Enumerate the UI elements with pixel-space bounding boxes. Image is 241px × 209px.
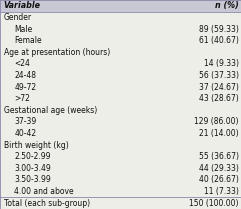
Text: 55 (36.67): 55 (36.67)	[199, 152, 239, 161]
Text: Gestational age (weeks): Gestational age (weeks)	[4, 106, 97, 115]
Text: 56 (37.33): 56 (37.33)	[199, 71, 239, 80]
Text: 129 (86.00): 129 (86.00)	[194, 117, 239, 126]
Text: 61 (40.67): 61 (40.67)	[199, 36, 239, 45]
Text: 3.00-3.49: 3.00-3.49	[14, 164, 51, 173]
Text: Variable: Variable	[4, 1, 41, 10]
Text: 14 (9.33): 14 (9.33)	[204, 59, 239, 68]
Text: 49-72: 49-72	[14, 83, 37, 92]
Text: Birth weight (kg): Birth weight (kg)	[4, 141, 68, 150]
Text: Male: Male	[14, 24, 33, 33]
Text: 21 (14.00): 21 (14.00)	[199, 129, 239, 138]
Text: 11 (7.33): 11 (7.33)	[204, 187, 239, 196]
Text: 150 (100.00): 150 (100.00)	[189, 199, 239, 208]
Text: <24: <24	[14, 59, 30, 68]
Text: 2.50-2.99: 2.50-2.99	[14, 152, 51, 161]
Bar	[0, 0, 241, 12]
Text: 44 (29.33): 44 (29.33)	[199, 164, 239, 173]
Text: 4.00 and above: 4.00 and above	[14, 187, 74, 196]
Text: 40-42: 40-42	[14, 129, 37, 138]
Text: 89 (59.33): 89 (59.33)	[199, 24, 239, 33]
Text: 43 (28.67): 43 (28.67)	[199, 94, 239, 103]
Text: Total (each sub-group): Total (each sub-group)	[4, 199, 90, 208]
Text: Age at presentation (hours): Age at presentation (hours)	[4, 48, 110, 57]
Text: 37 (24.67): 37 (24.67)	[199, 83, 239, 92]
Text: 37-39: 37-39	[14, 117, 37, 126]
Text: Female: Female	[14, 36, 42, 45]
Text: Gender: Gender	[4, 13, 32, 22]
Text: 24-48: 24-48	[14, 71, 36, 80]
Text: 40 (26.67): 40 (26.67)	[199, 176, 239, 185]
Text: 3.50-3.99: 3.50-3.99	[14, 176, 51, 185]
Text: n (%): n (%)	[215, 1, 239, 10]
Text: >72: >72	[14, 94, 30, 103]
